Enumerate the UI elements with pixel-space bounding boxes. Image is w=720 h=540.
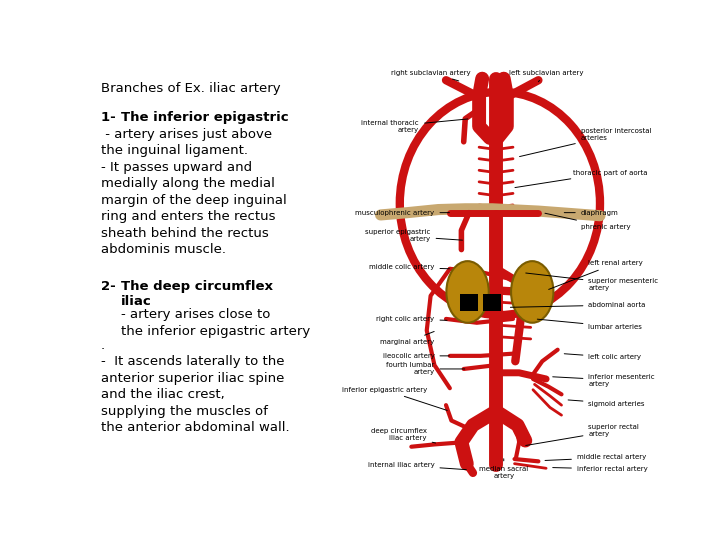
Text: superior rectal
artery: superior rectal artery [526, 424, 639, 446]
Text: The inferior epigastric: The inferior epigastric [121, 111, 289, 124]
Text: right subclavian artery: right subclavian artery [391, 70, 470, 81]
Text: middle colic artery: middle colic artery [369, 264, 449, 271]
Text: middle rectal artery: middle rectal artery [545, 455, 646, 461]
Text: phrenic artery: phrenic artery [545, 213, 631, 230]
Text: .
-  It ascends laterally to the
anterior superior iliac spine
and the iliac cre: . - It ascends laterally to the anterior… [101, 339, 289, 434]
Text: The deep circumflex
iliac: The deep circumflex iliac [121, 280, 273, 308]
Text: marginal artery: marginal artery [380, 332, 434, 345]
Text: deep circumflex
iliac artery: deep circumflex iliac artery [371, 428, 436, 443]
Ellipse shape [511, 261, 554, 323]
Text: musculophrenic artery: musculophrenic artery [356, 210, 449, 215]
Text: - artery arises close to
the inferior epigastric artery: - artery arises close to the inferior ep… [121, 308, 310, 338]
Text: median sacral
artery: median sacral artery [479, 459, 528, 480]
Text: 1-: 1- [101, 111, 125, 124]
Text: 2-: 2- [101, 280, 125, 293]
Text: - artery arises just above
the inguinal ligament.
- It passes upward and
mediall: - artery arises just above the inguinal … [101, 128, 287, 256]
Text: posterior intercostal
arteries: posterior intercostal arteries [520, 127, 652, 157]
Text: Branches of Ex. iliac artery: Branches of Ex. iliac artery [101, 82, 281, 94]
Text: abdominal aorta: abdominal aorta [510, 302, 646, 308]
Text: diaphragm: diaphragm [564, 210, 618, 215]
Text: internal iliac artery: internal iliac artery [368, 462, 467, 470]
Text: internal thoracic
artery: internal thoracic artery [361, 119, 468, 133]
Text: right colic artery: right colic artery [377, 316, 447, 322]
Text: left renal artery: left renal artery [549, 260, 643, 289]
Text: ileocolic artery: ileocolic artery [382, 353, 449, 359]
Text: lumbar arteries: lumbar arteries [537, 319, 642, 329]
Text: inferior epigastric artery: inferior epigastric artery [341, 387, 447, 410]
Bar [460, 294, 478, 311]
Text: left colic artery: left colic artery [564, 354, 642, 360]
Ellipse shape [446, 261, 489, 323]
Text: left subclavian artery: left subclavian artery [509, 70, 583, 82]
Text: inferior rectal artery: inferior rectal artery [553, 466, 648, 472]
Text: fourth lumbar
artery: fourth lumbar artery [386, 362, 465, 375]
Text: sigmoid arteries: sigmoid arteries [568, 400, 645, 407]
Text: superior epigastric
artery: superior epigastric artery [365, 230, 462, 242]
Text: superior mesenteric
artery: superior mesenteric artery [526, 273, 659, 291]
Bar [483, 294, 501, 311]
Text: inferior mesenteric
artery: inferior mesenteric artery [553, 374, 655, 387]
Text: thoracic part of aorta: thoracic part of aorta [515, 170, 647, 187]
